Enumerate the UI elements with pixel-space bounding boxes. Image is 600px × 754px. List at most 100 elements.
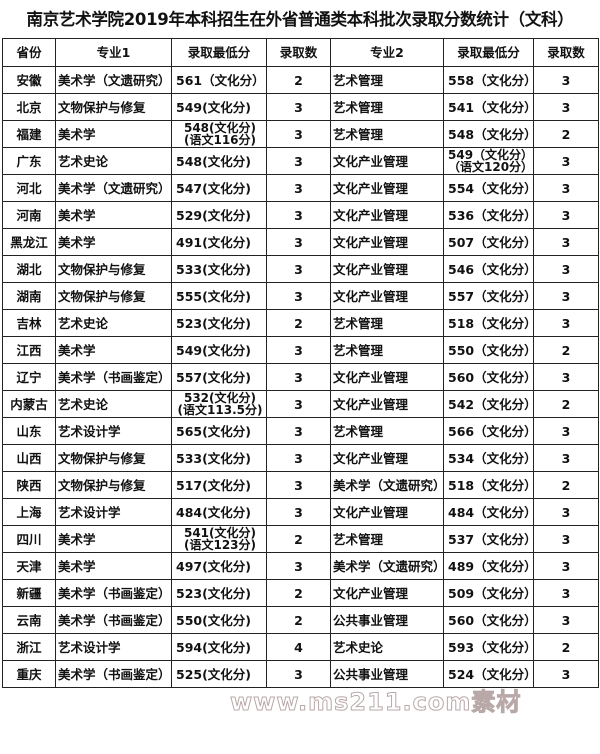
cell-major1: 艺术史论 — [55, 309, 172, 337]
cell-min-score2: 518（文化分） — [443, 309, 534, 337]
table-row: 重庆 美术学（书画鉴定） 525(文化分) 3 公共事业管理 524（文化分） 3 — [2, 660, 599, 688]
cell-admitted2: 3 — [533, 255, 599, 283]
cell-province: 北京 — [2, 93, 56, 121]
cell-major2: 文化产业管理 — [330, 255, 444, 283]
cell-major1: 美术学 — [55, 552, 172, 580]
cell-min-score1: 550(文化分) — [171, 606, 267, 634]
cell-major2: 艺术管理 — [330, 336, 444, 364]
cell-admitted2: 3 — [533, 174, 599, 202]
cell-admitted1: 3 — [266, 282, 331, 310]
cell-province: 吉林 — [2, 309, 56, 337]
cell-min-score1: 491(文化分) — [171, 228, 267, 256]
cell-admitted1: 2 — [266, 525, 331, 553]
header-min-score1: 录取最低分 — [171, 38, 267, 67]
cell-admitted2: 2 — [533, 633, 599, 661]
cell-min-score2: 593（文化分） — [443, 633, 534, 661]
cell-province: 福建 — [2, 120, 56, 148]
table-row: 辽宁 美术学（书画鉴定） 557(文化分) 3 文化产业管理 560（文化分） 3 — [2, 363, 599, 391]
cell-min-score1: 547(文化分) — [171, 174, 267, 202]
table-row: 上海 艺术设计学 484(文化分) 3 文化产业管理 484（文化分） 3 — [2, 498, 599, 526]
cell-admitted1: 3 — [266, 498, 331, 526]
cell-admitted1: 3 — [266, 444, 331, 472]
cell-min-score1: 517(文化分) — [171, 471, 267, 499]
cell-admitted2: 3 — [533, 201, 599, 229]
cell-min-score1: 548(文化分) (语文116分) — [171, 120, 267, 148]
cell-min-score2: 489（文化分） — [443, 552, 534, 580]
cell-admitted1: 2 — [266, 606, 331, 634]
cell-major1: 艺术设计学 — [55, 417, 172, 445]
cell-major1: 美术学 — [55, 525, 172, 553]
cell-min-score2: 566（文化分） — [443, 417, 534, 445]
cell-major2: 艺术史论 — [330, 633, 444, 661]
cell-admitted2: 3 — [533, 228, 599, 256]
cell-province: 湖南 — [2, 282, 56, 310]
cell-major1: 美术学 — [55, 336, 172, 364]
cell-min-score1: 533(文化分) — [171, 444, 267, 472]
cell-min-score2: 534（文化分） — [443, 444, 534, 472]
cell-min-score1: 555(文化分) — [171, 282, 267, 310]
cell-major1: 美术学 — [55, 201, 172, 229]
cell-major2: 文化产业管理 — [330, 147, 444, 175]
cell-admitted2: 2 — [533, 390, 599, 418]
admission-score-table: 省份 专业1 录取最低分 录取数 专业2 录取最低分 录取数 安徽 美术学（文遗研… — [2, 38, 599, 688]
cell-min-score2: 524（文化分） — [443, 660, 534, 688]
table-row: 北京 文物保护与修复 549(文化分) 3 艺术管理 541（文化分） 3 — [2, 93, 599, 121]
header-province: 省份 — [2, 38, 56, 67]
cell-major2: 艺术管理 — [330, 525, 444, 553]
cell-province: 新疆 — [2, 579, 56, 607]
cell-province: 陕西 — [2, 471, 56, 499]
cell-province: 河南 — [2, 201, 56, 229]
cell-admitted1: 3 — [266, 174, 331, 202]
cell-province: 河北 — [2, 174, 56, 202]
cell-min-score1: 541(文化分) (语文123分) — [171, 525, 267, 553]
header-major1: 专业1 — [55, 38, 172, 67]
cell-major1: 美术学（书画鉴定） — [55, 606, 172, 634]
cell-admitted2: 3 — [533, 66, 599, 94]
cell-major2: 文化产业管理 — [330, 444, 444, 472]
cell-province: 山东 — [2, 417, 56, 445]
cell-admitted2: 3 — [533, 309, 599, 337]
cell-min-score2: 548（文化分） — [443, 120, 534, 148]
cell-major1: 美术学（书画鉴定） — [55, 363, 172, 391]
cell-admitted2: 3 — [533, 525, 599, 553]
cell-major2: 文化产业管理 — [330, 498, 444, 526]
header-major2: 专业2 — [330, 38, 444, 67]
cell-admitted1: 2 — [266, 579, 331, 607]
cell-major2: 文化产业管理 — [330, 282, 444, 310]
cell-admitted1: 3 — [266, 93, 331, 121]
table-row: 河南 美术学 529(文化分) 3 文化产业管理 536（文化分） 3 — [2, 201, 599, 229]
cell-min-score1: 548(文化分) — [171, 147, 267, 175]
cell-province: 四川 — [2, 525, 56, 553]
cell-admitted2: 3 — [533, 552, 599, 580]
cell-major1: 文物保护与修复 — [55, 471, 172, 499]
cell-province: 内蒙古 — [2, 390, 56, 418]
cell-min-score1: 533(文化分) — [171, 255, 267, 283]
cell-major2: 美术学（文遗研究） — [330, 552, 444, 580]
cell-major1: 美术学 — [55, 228, 172, 256]
cell-province: 云南 — [2, 606, 56, 634]
cell-admitted1: 3 — [266, 120, 331, 148]
cell-major2: 文化产业管理 — [330, 390, 444, 418]
cell-major1: 美术学（书画鉴定） — [55, 579, 172, 607]
cell-min-score2: 560（文化分） — [443, 363, 534, 391]
cell-admitted2: 3 — [533, 498, 599, 526]
table-row: 陕西 文物保护与修复 517(文化分) 3 美术学（文遗研究） 518（文化分） 2 — [2, 471, 599, 499]
table-row: 浙江 艺术设计学 594(文化分) 4 艺术史论 593（文化分） 2 — [2, 633, 599, 661]
cell-min-score1: 525(文化分) — [171, 660, 267, 688]
cell-min-score1: 557(文化分) — [171, 363, 267, 391]
cell-province: 江西 — [2, 336, 56, 364]
cell-min-score1: 532(文化分) (语文113.5分) — [171, 390, 267, 418]
cell-admitted1: 3 — [266, 363, 331, 391]
table-row: 河北 美术学（文遗研究） 547(文化分) 3 文化产业管理 554（文化分） 3 — [2, 174, 599, 202]
cell-admitted2: 3 — [533, 417, 599, 445]
cell-admitted2: 3 — [533, 147, 599, 175]
table-row: 吉林 艺术史论 523(文化分) 2 艺术管理 518（文化分） 3 — [2, 309, 599, 337]
cell-major1: 美术学 — [55, 120, 172, 148]
cell-min-score2: 536（文化分） — [443, 201, 534, 229]
cell-major2: 艺术管理 — [330, 93, 444, 121]
header-min-score2: 录取最低分 — [443, 38, 534, 67]
cell-major2: 艺术管理 — [330, 120, 444, 148]
cell-admitted1: 3 — [266, 228, 331, 256]
cell-major2: 艺术管理 — [330, 309, 444, 337]
table-row: 福建 美术学 548(文化分) (语文116分) 3 艺术管理 548（文化分） 2 — [2, 120, 599, 148]
